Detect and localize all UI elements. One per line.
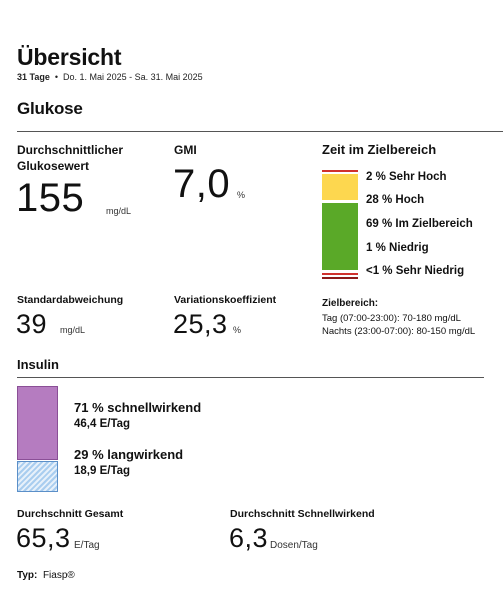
tir-bar-in-range	[322, 203, 358, 270]
target-range-title: Zielbereich:	[322, 298, 379, 309]
insulin-bar-rapid	[17, 386, 58, 460]
days-count: 31 Tage	[17, 72, 50, 82]
avg-glucose-label: Durchschnittlicher Glukosewert	[17, 142, 123, 174]
avg-rapid-value: 6,3	[229, 523, 269, 553]
tir-bar-very-low	[322, 277, 358, 279]
tir-low-label: 1 % Niedrig	[366, 242, 429, 254]
tir-very-low-label: <1 % Sehr Niedrig	[366, 265, 465, 277]
page-title: Übersicht	[17, 44, 122, 70]
date-range: Do. 1. Mai 2025 - Sa. 31. Mai 2025	[63, 72, 203, 82]
insulin-bar-long	[17, 461, 58, 492]
avg-glucose-value: 155	[16, 176, 85, 220]
avg-total-label: Durchschnitt Gesamt	[17, 508, 124, 520]
avg-glucose-label-line2: Glukosewert	[17, 159, 90, 173]
avg-rapid-unit: Dosen/Tag	[270, 540, 318, 551]
sd-label: Standardabweichung	[17, 294, 124, 306]
avg-total-unit: E/Tag	[74, 540, 100, 551]
gmi-value: 7,0	[173, 162, 231, 206]
target-range-night: Nachts (23:00-07:00): 80-150 mg/dL	[322, 326, 476, 337]
cv-value: 25,3	[173, 309, 228, 339]
avg-glucose-unit: mg/dL	[106, 206, 132, 216]
insulin-type-label: Typ:	[17, 570, 38, 581]
insulin-bar	[17, 386, 58, 492]
tir-bar	[322, 170, 358, 280]
gmi-label: GMI	[174, 143, 197, 157]
long-percent: 29 % langwirkend	[74, 447, 184, 462]
avg-total-value: 65,3	[16, 523, 71, 553]
glucose-section-title: Glukose	[17, 99, 83, 118]
target-range-day: Tag (07:00-23:00): 70-180 mg/dL	[322, 313, 461, 324]
insulin-type-value: Fiasp®	[42, 570, 75, 581]
separator-dot: •	[54, 72, 59, 82]
avg-rapid-label: Durchschnitt Schnellwirkend	[230, 508, 375, 520]
long-rate: 18,9 E/Tag	[74, 465, 131, 477]
tir-in-range-label: 69 % Im Zielbereich	[366, 218, 473, 230]
tir-very-high-label: 2 % Sehr Hoch	[366, 171, 447, 183]
tir-high-label: 28 % Hoch	[366, 194, 425, 206]
insulin-divider	[17, 377, 484, 378]
sd-unit: mg/dL	[60, 325, 86, 335]
sd-value: 39	[16, 309, 48, 339]
tir-title: Zeit im Zielbereich	[322, 142, 437, 157]
cv-unit: %	[233, 325, 242, 335]
tir-bar-low	[322, 273, 358, 275]
tir-bar-very-high	[322, 170, 358, 172]
avg-glucose-label-line1: Durchschnittlicher	[17, 143, 124, 157]
rapid-percent: 71 % schnellwirkend	[74, 400, 202, 415]
rapid-rate: 46,4 E/Tag	[74, 418, 131, 430]
date-range-line: 31 Tage • Do. 1. Mai 2025 - Sa. 31. Mai …	[17, 72, 203, 82]
tir-bar-high	[322, 174, 358, 200]
glucose-divider	[17, 131, 503, 132]
cv-label: Variationskoeffizient	[174, 294, 277, 306]
insulin-type-line: Typ: Fiasp®	[17, 570, 75, 581]
insulin-section-title: Insulin	[17, 357, 59, 372]
gmi-unit: %	[237, 190, 246, 200]
